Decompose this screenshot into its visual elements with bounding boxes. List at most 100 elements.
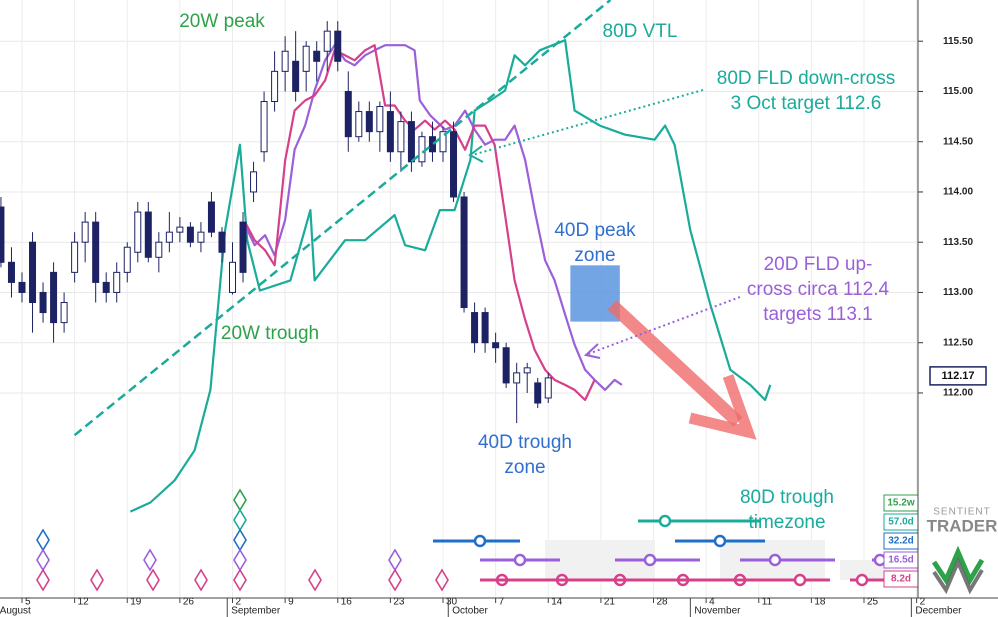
- candle-body: [292, 60, 300, 92]
- annotation: 20D FLD up-: [764, 254, 873, 275]
- brand-logo: [932, 556, 984, 595]
- last-price-label: 112.17: [941, 370, 974, 382]
- pointer-line: [587, 296, 741, 355]
- cycle-diamond: [143, 548, 157, 572]
- candle-body: [334, 30, 342, 62]
- candle-body: [376, 106, 384, 133]
- annotation: timezone: [748, 512, 825, 533]
- month-label: October: [452, 606, 488, 617]
- candle-body: [250, 171, 258, 193]
- grid: [0, 0, 918, 598]
- candle-body: [397, 121, 405, 153]
- candle-body: [50, 271, 58, 324]
- cycle-marker: [513, 553, 527, 567]
- overlay: 20W peak 80D VTL 80D FLD down-cross 3 Oct t…: [179, 11, 895, 533]
- candle-body: [355, 111, 363, 138]
- plot: [0, 0, 772, 513]
- x-tick-label: 9: [288, 597, 294, 608]
- brand-line: TRADER: [927, 516, 998, 535]
- candle-body: [428, 136, 436, 153]
- cycle-label: 15.2w: [887, 498, 914, 509]
- candle-body: [418, 136, 426, 163]
- cycle-diamond: [435, 568, 449, 592]
- candle-body: [71, 241, 79, 273]
- candle-body: [218, 231, 226, 253]
- cycle-diamond: [308, 568, 322, 592]
- cycle-label: 16.5d: [888, 555, 914, 566]
- annotation: 80D VTL: [603, 21, 678, 42]
- annotation: 80D FLD down-cross: [717, 68, 895, 89]
- candle-body: [228, 261, 236, 293]
- x-tick-label: 19: [130, 597, 142, 608]
- candle-body: [271, 70, 279, 103]
- candle-body: [471, 312, 479, 344]
- candle-body: [260, 101, 268, 153]
- y-tick-label: 114.00: [943, 187, 973, 198]
- x-tick-label: 21: [604, 597, 616, 608]
- cycle-marker: [713, 534, 727, 548]
- candle-body: [155, 241, 163, 258]
- annotation: zone: [574, 245, 615, 266]
- y-tick-label: 112.00: [943, 388, 973, 399]
- cycle-marker: [793, 573, 807, 587]
- annotation: cross circa 112.4: [747, 279, 890, 300]
- cycle-diamond: [146, 568, 160, 592]
- brand-line: SENTIENT: [933, 507, 990, 518]
- cycle-diamond: [388, 568, 402, 592]
- fld-line: [129, 39, 772, 513]
- cycle-marker: [643, 553, 657, 567]
- candle-body: [386, 111, 394, 153]
- candle-body: [18, 281, 26, 293]
- pointer-head: [468, 145, 484, 163]
- cycle-label: 57.0d: [888, 517, 914, 528]
- candle-body: [186, 226, 194, 243]
- annotation: 3 Oct target 112.6: [731, 93, 882, 114]
- candle-body: [39, 291, 47, 314]
- y-tick-label: 115.50: [943, 36, 973, 47]
- last-price-box: [929, 366, 987, 386]
- candle-body: [207, 201, 215, 233]
- annotation: 80D trough: [740, 487, 834, 508]
- cycle-panel: 15.2w 57.0d 32.2d 16.5d 8.2d: [36, 488, 919, 592]
- x-tick-label: 2: [920, 597, 926, 608]
- y-tick-label: 112.50: [943, 337, 973, 348]
- x-tick-label: 30: [446, 597, 458, 608]
- candle-body: [0, 206, 5, 263]
- cycle-diamond: [36, 568, 50, 592]
- candle-body: [60, 302, 68, 324]
- candle-body: [144, 211, 152, 258]
- annotation: zone: [504, 457, 545, 478]
- candle-body: [239, 221, 247, 273]
- month-label: September: [231, 606, 281, 617]
- x-tick-label: 11: [762, 597, 773, 608]
- candle-body: [113, 271, 121, 293]
- candle-body: [492, 342, 500, 349]
- candle-body: [481, 312, 489, 344]
- projection-arrowhead: [688, 374, 757, 440]
- vtl-line: [73, 0, 612, 437]
- x-tick-label: 14: [551, 597, 563, 608]
- annotation: 20W peak: [179, 11, 265, 32]
- candle-body: [176, 226, 184, 233]
- x-tick-label: 5: [25, 597, 31, 608]
- x-tick-label: 28: [657, 597, 669, 608]
- pointer-head: [583, 343, 601, 359]
- candle-body: [313, 50, 321, 62]
- cycle-diamond: [194, 568, 208, 592]
- cycle-diamond: [90, 568, 104, 592]
- candle-body: [302, 45, 310, 72]
- x-axis-band: [0, 598, 998, 617]
- candle-body: [81, 221, 89, 243]
- fld-line: [244, 44, 596, 402]
- x-tick-label: 25: [867, 597, 879, 608]
- cycle-marker: [855, 573, 869, 587]
- x-tick-label: 26: [183, 597, 195, 608]
- candle-body: [281, 50, 289, 72]
- month-label: November: [694, 606, 741, 617]
- y-tick-label: 115.00: [943, 86, 973, 97]
- candle-body: [323, 30, 331, 52]
- candle-body: [534, 382, 542, 404]
